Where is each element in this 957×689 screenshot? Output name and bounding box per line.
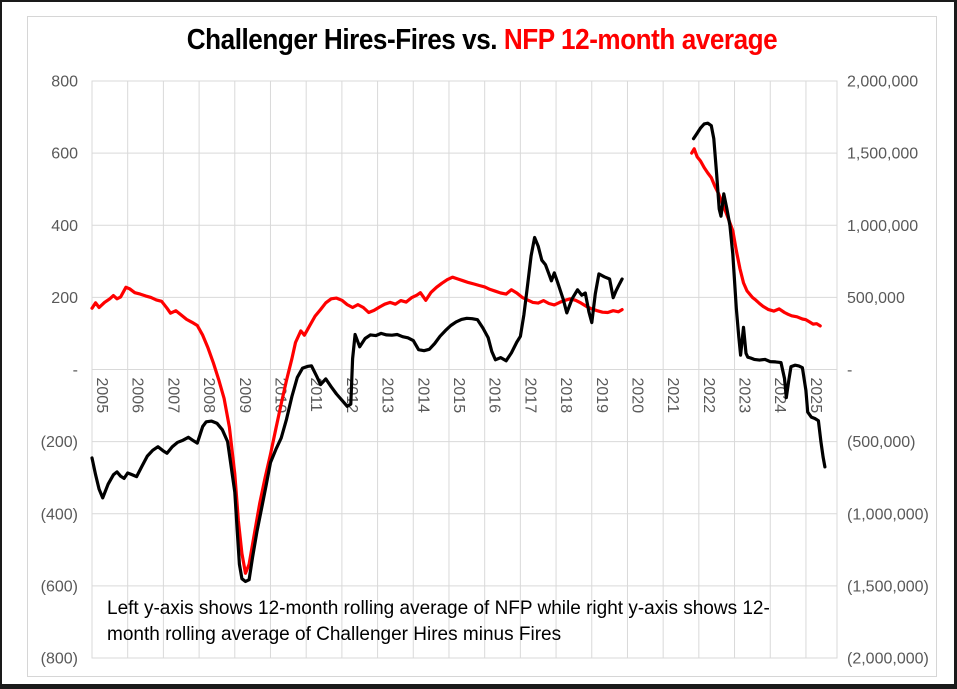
x-axis-year-label: 2017	[521, 378, 538, 414]
left-axis-tick-label: 200	[51, 290, 78, 307]
left-axis-tick-label: (600)	[41, 578, 78, 595]
x-axis-year-label: 2005	[93, 378, 110, 414]
right-axis-tick-label: -	[847, 362, 852, 379]
plot-border	[91, 80, 838, 659]
axis-footnote-line-1: Left y-axis shows 12-month rolling avera…	[107, 598, 770, 619]
right-axis-tick-label: 1,500,000	[847, 146, 918, 163]
right-axis-tick-label: (1,000,000)	[847, 506, 929, 523]
right-axis-tick-label: 500,000	[847, 290, 905, 307]
left-axis-tick-label: (400)	[41, 506, 78, 523]
left-axis-tick-label: (800)	[41, 651, 78, 668]
x-axis-year-label: 2007	[164, 378, 181, 414]
chart-title: Challenger Hires-Fires vs. NFP 12-month …	[73, 24, 892, 57]
right-axis-tick-label: 2,000,000	[847, 74, 918, 91]
left-axis-tick-label: 400	[51, 218, 78, 235]
right-axis-tick-label: (500,000)	[847, 434, 916, 451]
left-axis-tick-label: 800	[51, 74, 78, 91]
x-axis-year-label: 2021	[664, 378, 681, 414]
x-axis-year-label: 2006	[129, 378, 146, 414]
chart-title-black-part: Challenger Hires-Fires vs.	[186, 24, 504, 56]
x-axis-year-label: 2023	[736, 378, 753, 414]
x-axis-year-label: 2018	[557, 378, 574, 414]
axis-footnote-line-2: month rolling average of Challenger Hire…	[107, 623, 562, 645]
x-axis-year-label: 2025	[807, 378, 824, 414]
x-axis-year-label: 2016	[486, 378, 503, 414]
x-axis-year-label: 2020	[628, 378, 645, 414]
chart-area-frame	[27, 16, 937, 677]
x-axis-year-label: 2008	[200, 378, 217, 414]
x-axis-year-label: 2013	[379, 378, 396, 414]
left-axis-tick-label: -	[73, 362, 78, 379]
nfp-line	[90, 275, 624, 575]
chart-title-red-part: NFP 12-month average	[503, 24, 778, 56]
left-axis-tick-label: 600	[51, 146, 78, 163]
x-axis-year-label: 2011	[307, 378, 324, 413]
nfp-line	[690, 147, 822, 328]
challenger-line	[691, 121, 827, 469]
left-axis-tick-label: (200)	[41, 434, 78, 451]
right-axis-tick-label: 1,000,000	[847, 218, 918, 235]
x-axis-year-label: 2009	[236, 378, 253, 414]
axis-footnote: Left y-axis shows 12-month rolling avera…	[107, 596, 847, 647]
x-axis-year-label: 2019	[593, 378, 610, 414]
right-axis-tick-label: (1,500,000)	[847, 578, 929, 595]
x-axis-year-label: 2015	[450, 378, 467, 414]
right-axis-tick-label: (2,000,000)	[847, 651, 929, 668]
challenger-line	[90, 235, 624, 584]
x-axis-year-label: 2014	[414, 378, 431, 414]
x-axis-year-label: 2022	[700, 378, 717, 414]
